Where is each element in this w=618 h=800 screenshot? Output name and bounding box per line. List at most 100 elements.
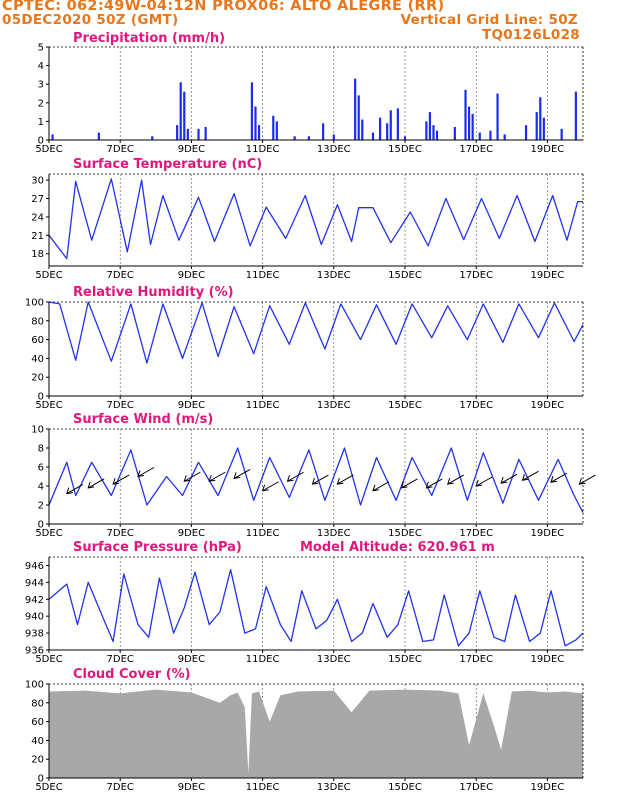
wind-arrow-head — [550, 476, 558, 483]
cloud-ytick-label: 100 — [25, 680, 44, 691]
wind-xtick-label: 5DEC — [35, 528, 62, 539]
wind-arrow — [184, 471, 201, 482]
rh-xtick-label: 17DEC — [459, 400, 493, 411]
wind-arrow — [137, 467, 155, 477]
wind-ytick-label: 8 — [38, 444, 44, 455]
rh-ytick-label: 100 — [25, 298, 44, 309]
precip-bar — [250, 82, 254, 140]
pres-xtick-label: 11DEC — [246, 654, 280, 665]
temp-ytick-label: 27 — [31, 194, 44, 205]
wind-arrow-head — [66, 487, 73, 495]
pres-xtick-label: 7DEC — [107, 654, 134, 665]
precip-ytick-label: 1 — [38, 117, 44, 128]
temp-xtick-label: 9DEC — [178, 270, 205, 281]
cloud-ytick-label: 60 — [31, 717, 44, 728]
wind-arrow — [337, 474, 354, 485]
precip-bar — [574, 91, 577, 140]
precip-bar — [322, 123, 325, 140]
wind-ytick-label: 2 — [38, 501, 44, 512]
rh-ytick-label: 40 — [31, 354, 44, 365]
temp-line — [48, 178, 583, 260]
precip-bar — [489, 130, 492, 140]
wind-arrow — [579, 474, 596, 485]
precip-bar — [97, 132, 100, 140]
rh-ytick-label: 60 — [31, 335, 44, 346]
cloud-xtick-label: 9DEC — [178, 782, 205, 793]
wind-xtick-label: 15DEC — [388, 528, 422, 539]
precip-bar — [293, 136, 296, 140]
wind-arrow-head — [87, 481, 95, 489]
precip-bar — [371, 132, 375, 140]
pres-ytick-label: 936 — [25, 646, 44, 657]
model-code: TQ0126L028 — [481, 27, 580, 43]
wind-arrow — [66, 484, 84, 495]
wind-arrow-head — [425, 481, 433, 489]
rh-ytick-label: 20 — [31, 373, 44, 384]
precip-xtick-label: 11DEC — [246, 144, 280, 155]
cloud-xtick-label: 7DEC — [107, 782, 134, 793]
precip-bar — [357, 95, 360, 140]
wind-xtick-label: 9DEC — [178, 528, 205, 539]
cloud-xtick-label: 15DEC — [388, 782, 422, 793]
cloud-area — [49, 689, 583, 778]
precip-bar — [197, 128, 200, 140]
wind-arrow — [475, 476, 493, 487]
wind-arrow-head — [233, 472, 241, 480]
rh-title: Relative Humidity (%) — [73, 285, 234, 300]
temp-ytick-label: 21 — [31, 231, 44, 242]
precip-bar — [186, 128, 189, 140]
wind-arrow — [87, 478, 105, 489]
cloud-xtick-label: 17DEC — [459, 782, 493, 793]
precip-bar — [432, 125, 435, 140]
temp-xtick-label: 17DEC — [459, 270, 493, 281]
wind-arrow-head — [183, 475, 191, 482]
temp-xtick-label: 19DEC — [531, 270, 565, 281]
precip-bar — [332, 134, 335, 140]
precip-bar — [453, 126, 456, 140]
wind-ytick-label: 4 — [38, 482, 44, 493]
cloud-ytick-label: 40 — [31, 736, 44, 747]
wind-arrow — [550, 472, 568, 483]
precip-bar — [307, 136, 310, 140]
precip-bar — [354, 78, 357, 140]
precip-bar — [464, 89, 467, 140]
wind-arrow-head — [372, 484, 380, 492]
precip-bar — [204, 126, 207, 140]
wind-xtick-label: 7DEC — [107, 528, 134, 539]
precip-xtick-label: 13DEC — [317, 144, 351, 155]
precip-bar — [560, 128, 563, 140]
pres-ytick-label: 944 — [25, 578, 44, 589]
wind-arrow-head — [261, 484, 269, 492]
wind-ytick-label: 6 — [38, 463, 44, 474]
cloud-ytick-label: 80 — [31, 698, 44, 709]
wind-ytick-label: 10 — [31, 425, 44, 436]
cloud-xtick-label: 5DEC — [35, 782, 62, 793]
pres-ytick-label: 940 — [25, 612, 44, 623]
temp-ytick-label: 30 — [31, 176, 44, 187]
temp-xtick-label: 7DEC — [107, 270, 134, 281]
precip-bar — [183, 91, 186, 140]
precip-bar — [435, 130, 439, 140]
wind-arrow — [401, 478, 418, 489]
precip-bar — [503, 134, 506, 140]
precip-bar — [151, 136, 154, 140]
precip-bar — [471, 113, 474, 140]
temp-xtick-label: 5DEC — [35, 270, 62, 281]
pres-line — [48, 569, 584, 647]
precip-xtick-label: 9DEC — [178, 144, 205, 155]
cloud-xtick-label: 11DEC — [246, 782, 280, 793]
wind-ytick-label: 0 — [38, 520, 44, 531]
precip-bar — [275, 121, 278, 140]
wind-xtick-label: 11DEC — [246, 528, 280, 539]
precip-bar — [496, 93, 499, 140]
precip-bar — [361, 119, 364, 140]
precip-bar — [389, 110, 392, 140]
pres-xtick-label: 19DEC — [531, 654, 565, 665]
precip-xtick-label: 19DEC — [531, 144, 565, 155]
wind-xtick-label: 19DEC — [531, 528, 565, 539]
precip-bar — [176, 125, 179, 140]
rh-line — [48, 301, 584, 364]
wind-arrow — [447, 474, 464, 485]
cloud-title: Cloud Cover (%) — [73, 667, 191, 682]
cloud-xtick-label: 13DEC — [317, 782, 351, 793]
